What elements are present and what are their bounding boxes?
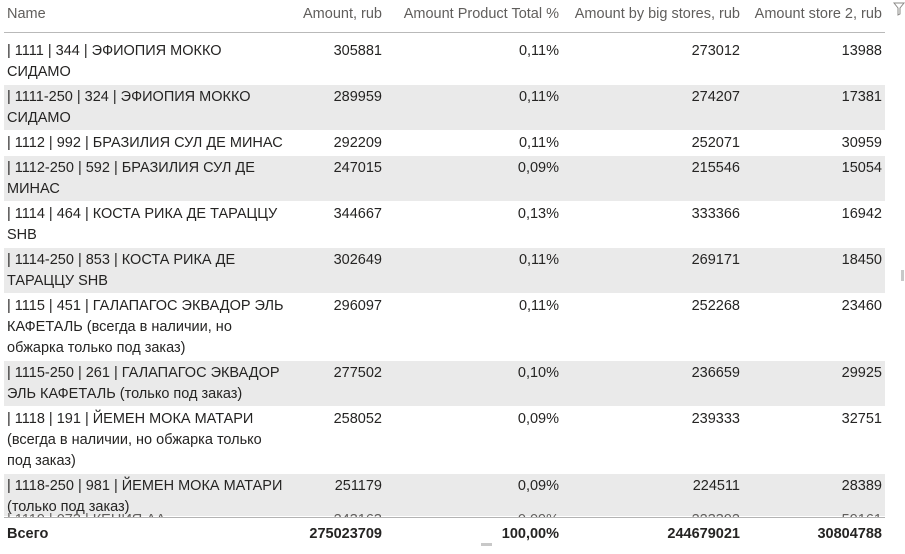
cell-store-2: 15054: [743, 155, 885, 202]
cell-big-stores: 224511: [562, 473, 743, 516]
table-row-partial: | 1119 | 073 | КЕНИЯ АА 243163 0,09% 223…: [4, 510, 885, 517]
cell-name: | 1118 | 191 | ЙЕМЕН МОКА МАТАРИ (всегда…: [4, 406, 289, 474]
column-header-store-2[interactable]: Amount store 2, rub: [743, 0, 885, 33]
column-header-name[interactable]: Name: [4, 0, 289, 33]
cell-pct: 0,09%: [385, 510, 562, 517]
cell-store-2: 29925: [743, 360, 885, 407]
cell-amount: 277502: [289, 360, 385, 407]
resize-handle-bottom[interactable]: [481, 543, 492, 546]
table-row[interactable]: | 1111 | 344 | ЭФИОПИЯ МОККО СИДАМО 30588…: [4, 32, 885, 85]
cell-amount: 344667: [289, 201, 385, 248]
cell-amount: 296097: [289, 293, 385, 361]
cell-name: | 1111-250 | 324 | ЭФИОПИЯ МОККО СИДАМО: [4, 84, 289, 131]
filter-icon[interactable]: [893, 2, 905, 16]
cell-pct: 0,11%: [385, 32, 562, 85]
cell-amount: 289959: [289, 84, 385, 131]
cell-amount: 243163: [289, 510, 385, 517]
cell-name: | 1115-250 | 261 | ГАЛАПАГОС ЭКВАДОР ЭЛЬ…: [4, 360, 289, 407]
table-row[interactable]: | 1118 | 191 | ЙЕМЕН МОКА МАТАРИ (всегда…: [4, 406, 885, 474]
cell-big-stores: 333366: [562, 201, 743, 248]
cell-amount: 247015: [289, 155, 385, 202]
cell-name: | 1114 | 464 | КОСТА РИКА ДЕ ТАРАЦЦУ SHB: [4, 201, 289, 248]
cell-pct: 0,09%: [385, 406, 562, 474]
cell-pct: 0,11%: [385, 293, 562, 361]
cell-amount: 258052: [289, 406, 385, 474]
cell-store-2: 30959: [743, 130, 885, 156]
cell-name: | 1119 | 073 | КЕНИЯ АА: [4, 510, 289, 517]
cell-big-stores: 239333: [562, 406, 743, 474]
cell-pct: 0,11%: [385, 247, 562, 294]
cell-name: | 1115 | 451 | ГАЛАПАГОС ЭКВАДОР ЭЛЬ КАФ…: [4, 293, 289, 361]
cell-store-2: 13988: [743, 32, 885, 85]
cell-amount: 251179: [289, 473, 385, 516]
total-amount: 275023709: [309, 525, 382, 542]
cell-big-stores: 236659: [562, 360, 743, 407]
cell-big-stores: 215546: [562, 155, 743, 202]
cell-amount: 305881: [289, 32, 385, 85]
cell-store-2: 17381: [743, 84, 885, 131]
column-header-amount-pct[interactable]: Amount Product Total %: [385, 0, 562, 33]
cell-big-stores: 252268: [562, 293, 743, 361]
cell-big-stores: 269171: [562, 247, 743, 294]
total-pct: 100,00%: [501, 525, 559, 542]
table-row[interactable]: | 1112 | 992 | БРАЗИЛИЯ СУЛ ДЕ МИНАС 2922…: [4, 130, 885, 156]
cell-name: | 1114-250 | 853 | КОСТА РИКА ДЕ ТАРАЦЦУ…: [4, 247, 289, 294]
cell-store-2: 32751: [743, 406, 885, 474]
cell-store-2: 18450: [743, 247, 885, 294]
cell-big-stores: 252071: [562, 130, 743, 156]
cell-store-2: 23460: [743, 293, 885, 361]
table-row[interactable]: | 1112-250 | 592 | БРАЗИЛИЯ СУЛ ДЕ МИНАС…: [4, 155, 885, 202]
total-store-2: 30804788: [817, 525, 882, 542]
table-row[interactable]: | 1114 | 464 | КОСТА РИКА ДЕ ТАРАЦЦУ SHB…: [4, 201, 885, 248]
cell-big-stores: 273012: [562, 32, 743, 85]
cell-amount: 302649: [289, 247, 385, 294]
cell-amount: 292209: [289, 130, 385, 156]
cell-name: | 1112 | 992 | БРАЗИЛИЯ СУЛ ДЕ МИНАС: [4, 130, 289, 156]
table-row[interactable]: | 1111-250 | 324 | ЭФИОПИЯ МОККО СИДАМО 2…: [4, 84, 885, 131]
cell-pct: 0,09%: [385, 155, 562, 202]
table-body-viewport[interactable]: Name Amount, rub Amount Product Total % …: [4, 0, 885, 516]
table-row[interactable]: | 1115-250 | 261 | ГАЛАПАГОС ЭКВАДОР ЭЛЬ…: [4, 360, 885, 407]
cell-name: | 1111 | 344 | ЭФИОПИЯ МОККО СИДАМО: [4, 32, 289, 85]
total-label: Всего: [7, 525, 49, 542]
cell-name: | 1118-250 | 981 | ЙЕМЕН МОКА МАТАРИ (то…: [4, 473, 289, 516]
table-row[interactable]: | 1115 | 451 | ГАЛАПАГОС ЭКВАДОР ЭЛЬ КАФ…: [4, 293, 885, 361]
column-header-amount[interactable]: Amount, rub: [289, 0, 385, 33]
cell-store-2: 16942: [743, 201, 885, 248]
total-row: Всего 275023709 100,00% 244679021 308047…: [4, 517, 885, 549]
header-row: Name Amount, rub Amount Product Total % …: [4, 0, 885, 33]
cell-pct: 0,11%: [385, 84, 562, 131]
cell-store-2: 28389: [743, 473, 885, 516]
cell-pct: 0,09%: [385, 473, 562, 516]
total-big-stores: 244679021: [667, 525, 740, 542]
cell-pct: 0,13%: [385, 201, 562, 248]
column-header-big-stores[interactable]: Amount by big stores, rub: [562, 0, 743, 33]
cell-big-stores: 274207: [562, 84, 743, 131]
cell-name: | 1112-250 | 592 | БРАЗИЛИЯ СУЛ ДЕ МИНАС: [4, 155, 289, 202]
cell-store-2: 59161: [743, 510, 885, 517]
cell-pct: 0,11%: [385, 130, 562, 156]
table-row[interactable]: | 1118-250 | 981 | ЙЕМЕН МОКА МАТАРИ (то…: [4, 473, 885, 516]
cell-big-stores: 223392: [562, 510, 743, 517]
resize-handle-right[interactable]: [901, 270, 904, 281]
cell-pct: 0,10%: [385, 360, 562, 407]
data-table: Name Amount, rub Amount Product Total % …: [4, 0, 885, 516]
table-row[interactable]: | 1114-250 | 853 | КОСТА РИКА ДЕ ТАРАЦЦУ…: [4, 247, 885, 294]
